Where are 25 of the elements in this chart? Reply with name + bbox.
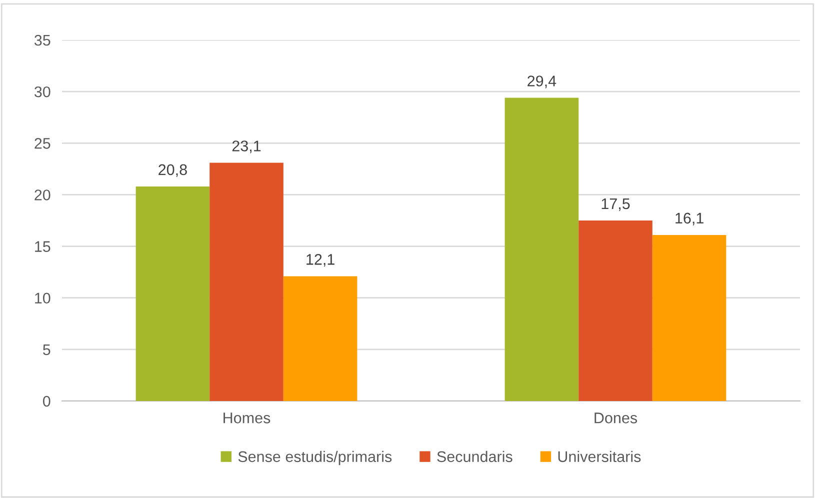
y-tick-label: 30 xyxy=(34,86,50,98)
y-tick-label: 5 xyxy=(43,344,50,356)
y-tick-label: 25 xyxy=(34,138,50,149)
legend-label: Universitaris xyxy=(558,450,641,462)
data-label: 12,1 xyxy=(306,254,334,267)
data-label: 29,4 xyxy=(528,76,556,88)
y-tick-label: 20 xyxy=(34,190,50,200)
y-tick-label: 0 xyxy=(42,396,50,407)
x-tick-label: Homes xyxy=(224,412,270,424)
bar xyxy=(136,186,210,401)
y-tick-label: 15 xyxy=(35,241,50,252)
data-label: 20,8 xyxy=(158,164,187,177)
bar xyxy=(578,220,652,401)
legend-label: Secundaris xyxy=(437,450,512,462)
x-tick-label: Dones xyxy=(594,412,638,424)
y-tick-label: 10 xyxy=(35,292,50,304)
y-tick-label: 35 xyxy=(34,34,50,46)
bar xyxy=(652,234,726,401)
bar xyxy=(283,276,358,401)
bar xyxy=(210,162,284,401)
data-label: 23,1 xyxy=(232,140,261,154)
data-label: 16,1 xyxy=(676,212,704,226)
data-label: 17,5 xyxy=(602,198,630,211)
bar xyxy=(504,98,579,401)
legend-label: Sense estudis/primaris xyxy=(238,450,392,466)
